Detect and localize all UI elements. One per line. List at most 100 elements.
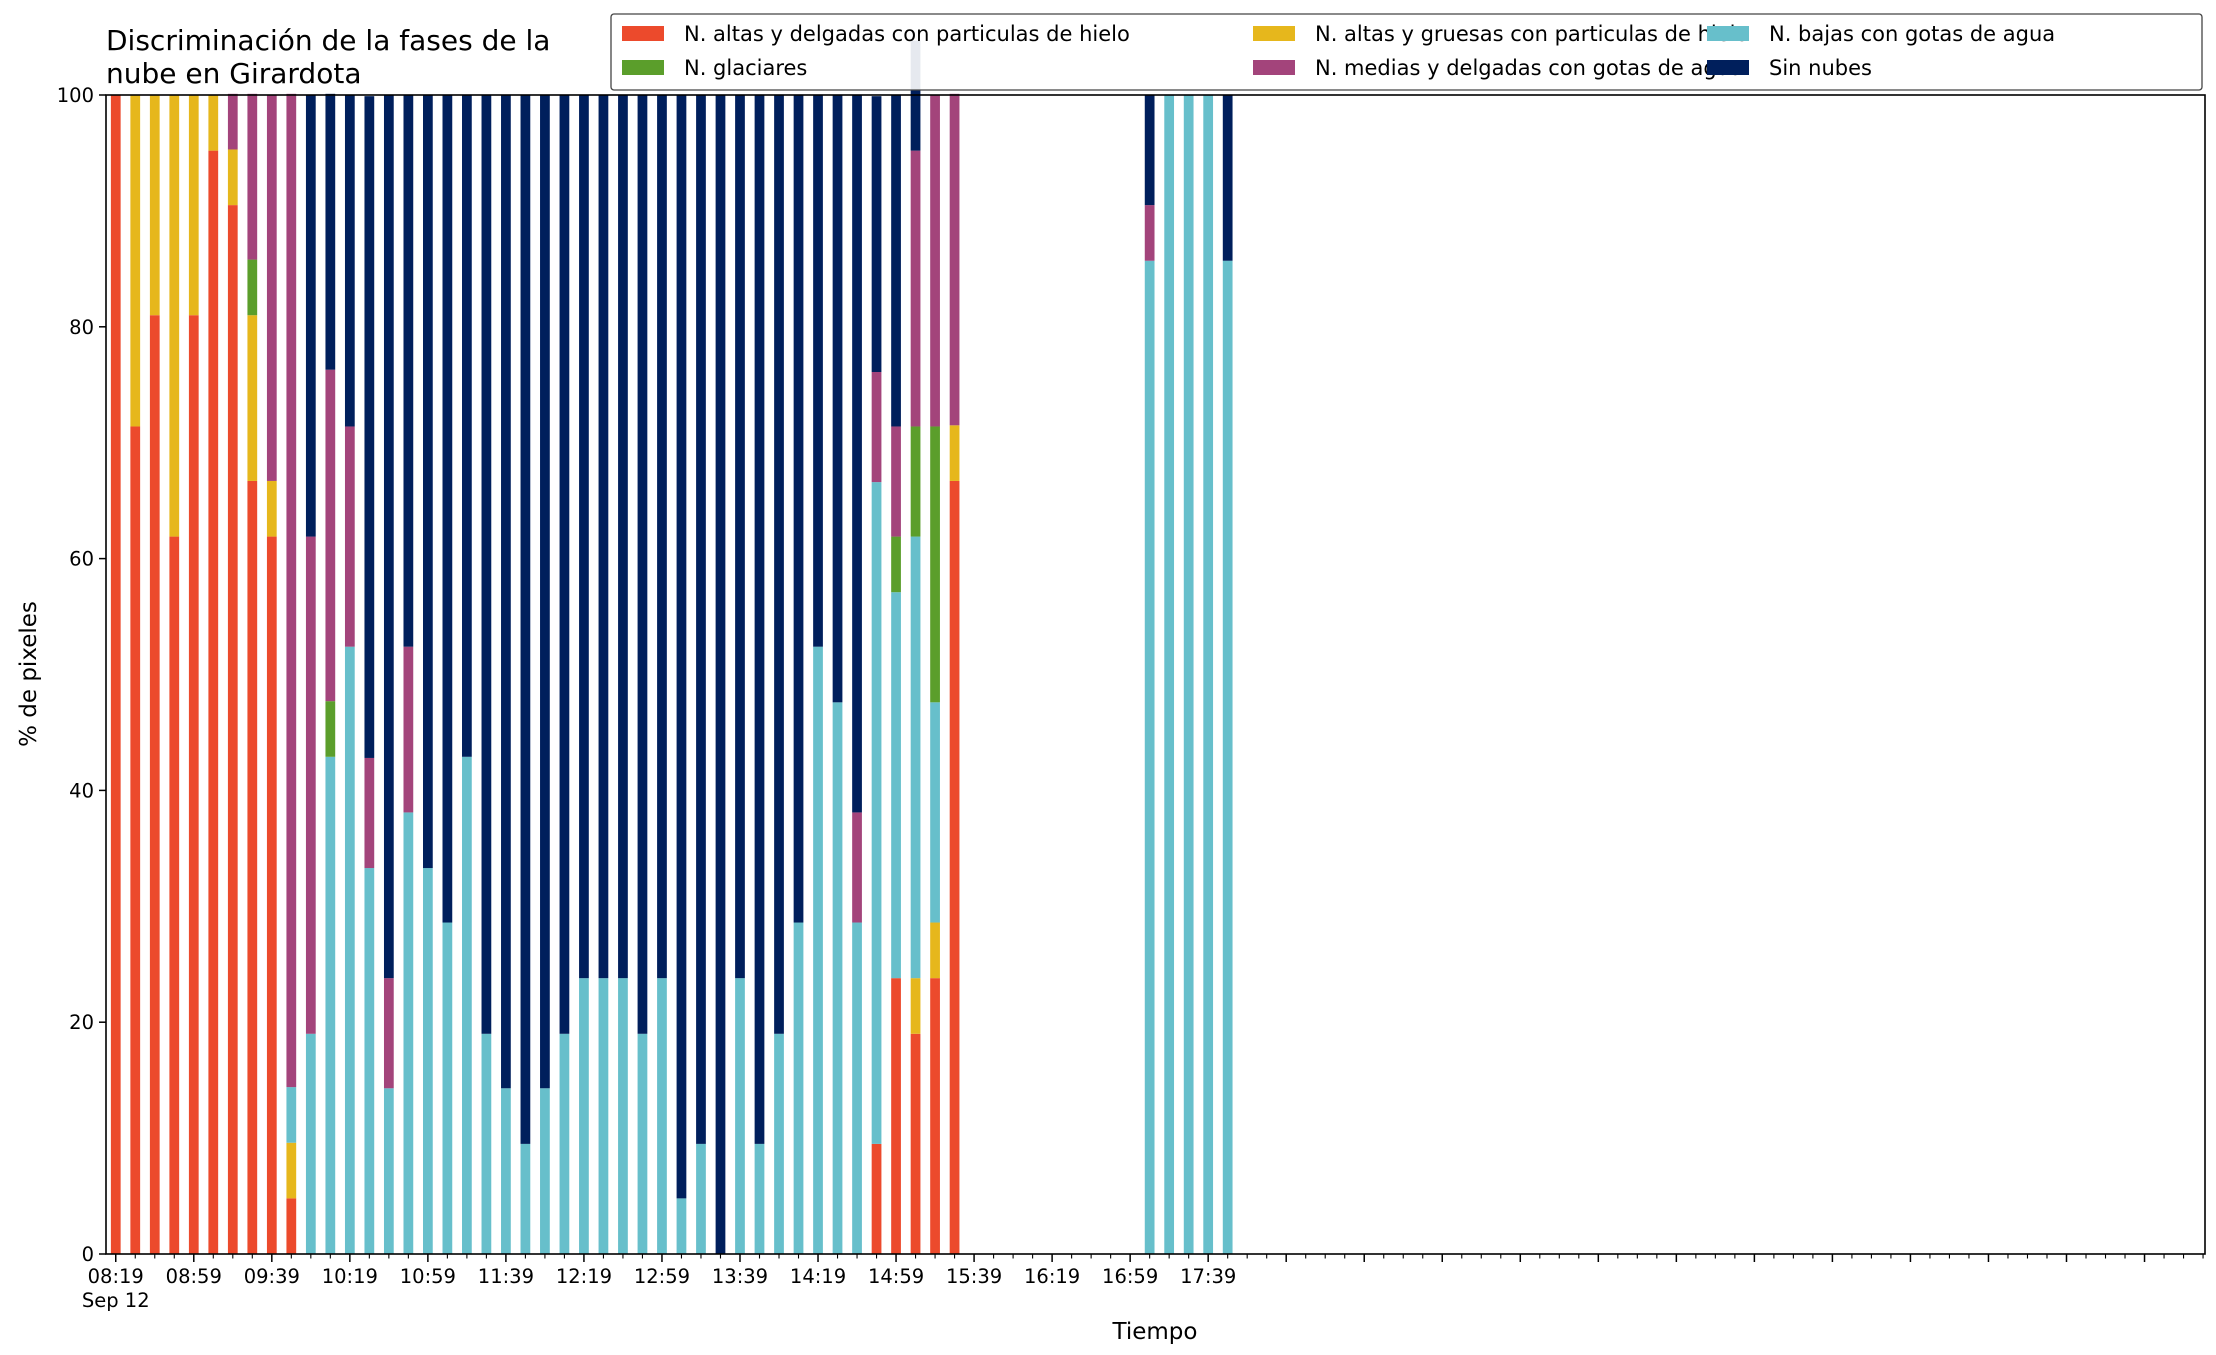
bar-segment-1519-series-1 <box>930 922 940 979</box>
bar-segment-0859-series-1 <box>188 95 199 316</box>
bar-segment-0939-series-0 <box>266 536 277 1254</box>
bar-segment-0939-series-4 <box>266 95 277 481</box>
bar-segment-1449-series-5 <box>871 96 882 372</box>
bar-segment-1039-series-4 <box>383 978 394 1089</box>
bar-segment-1709-series-2 <box>1144 260 1155 1254</box>
x-tick-label: 16:19 <box>1024 1265 1080 1288</box>
bar-segment-1459-series-2 <box>891 592 901 979</box>
bar-segment-1739-series-2 <box>1203 95 1214 1254</box>
plot-area: 0 20 40 60 80 100 08:19 08:59 09:39 10:19 10:59 11… <box>57 40 2206 1312</box>
legend-swatch <box>1253 26 1295 41</box>
bar-segment-1249-series-5 <box>637 95 648 1034</box>
bar-segment-0929-series-4 <box>247 93 258 260</box>
bar-segment-1319-series-2 <box>696 1143 706 1254</box>
bar-segment-1019-series-2 <box>344 646 355 1254</box>
x-tick-label: 11:39 <box>478 1265 534 1288</box>
bar-segment-1409-series-2 <box>793 922 804 1254</box>
bar-segment-1529-series-0 <box>949 480 960 1254</box>
x-tick-label: 12:59 <box>634 1265 690 1288</box>
bar-segment-0949-series-1 <box>286 1142 297 1199</box>
bar-segment-1159-series-5 <box>540 95 550 1089</box>
bar-segment-1159-series-2 <box>540 1088 550 1254</box>
bar-segment-0849-series-1 <box>169 95 180 537</box>
bar-segment-0919-series-1 <box>227 149 238 206</box>
bar-segment-1239-series-5 <box>618 95 628 979</box>
bar-segment-0929-series-1 <box>247 315 258 481</box>
legend-label: Sin nubes <box>1769 56 1872 80</box>
bar-segment-0959-series-4 <box>305 536 316 1034</box>
bar-segment-1149-series-5 <box>520 95 531 1144</box>
y-axis-label: % de pixeles <box>16 601 42 747</box>
bar-segment-1119-series-5 <box>462 95 472 757</box>
bar-segment-1419-series-2 <box>813 646 823 1254</box>
bar-segment-1059-series-2 <box>423 868 433 1254</box>
bar-segment-0919-series-0 <box>227 205 238 1255</box>
bar-segment-1139-series-2 <box>501 1088 511 1254</box>
bar-segment-1039-series-5 <box>383 95 394 979</box>
bar-segment-0929-series-3 <box>247 259 258 316</box>
x-tick-label: 09:39 <box>244 1265 300 1288</box>
x-axis: 08:19 08:59 09:39 10:19 10:59 11:39 12:19 12:59… <box>82 1254 2204 1312</box>
bar-segment-1109-series-5 <box>442 95 453 923</box>
bar-segment-1449-series-0 <box>871 1143 882 1254</box>
bar-segment-1429-series-5 <box>832 95 843 703</box>
bar-segment-0939-series-1 <box>266 480 277 537</box>
bar-segment-1509-series-1 <box>910 978 921 1034</box>
bar-segment-1459-series-4 <box>891 426 901 537</box>
bar-segment-1129-series-5 <box>481 95 492 1034</box>
x-axis-label: Tiempo <box>1112 1319 1198 1345</box>
legend-box <box>610 13 2203 91</box>
legend-label: N. glaciares <box>684 56 807 80</box>
bar-segment-1459-series-3 <box>891 536 901 593</box>
x-tick-label: 10:19 <box>322 1265 378 1288</box>
bar-segment-1209-series-2 <box>559 1033 570 1254</box>
legend-label: N. medias y delgadas con gotas de agua <box>1315 56 1743 80</box>
bar-segment-1509-series-3 <box>910 426 921 537</box>
y-tick-label: 40 <box>69 779 94 802</box>
chart-title-line-2: nube en Girardota <box>106 57 361 90</box>
bar-segment-1439-series-4 <box>852 812 862 923</box>
bar-segment-0959-series-5 <box>305 95 316 537</box>
bar-segment-1009-series-3 <box>325 701 336 757</box>
bar-segment-1729-series-2 <box>1183 95 1194 1254</box>
bar-segment-1709-series-4 <box>1144 205 1155 261</box>
bar-segment-1519-series-2 <box>930 702 940 923</box>
bar-segment-1349-series-2 <box>754 1143 765 1254</box>
bar-segment-0949-series-2 <box>286 1087 297 1143</box>
bar-segment-1109-series-2 <box>442 922 453 1254</box>
legend-swatch <box>1707 26 1749 41</box>
bar-segment-1509-series-2 <box>910 536 921 979</box>
bar-segment-1249-series-2 <box>637 1033 648 1254</box>
bar-segment-1259-series-2 <box>657 978 667 1254</box>
bar-segment-1749-series-5 <box>1222 95 1233 261</box>
bar-segment-1049-series-2 <box>403 812 414 1254</box>
y-tick-label: 80 <box>69 316 94 339</box>
x-tick-label: 15:39 <box>946 1265 1002 1288</box>
bar-segment-1309-series-5 <box>676 95 687 1199</box>
bar-segment-1519-series-4 <box>930 95 940 427</box>
bar-segment-1059-series-5 <box>423 95 433 869</box>
x-date-label: Sep 12 <box>82 1289 150 1312</box>
bar-segment-0909-series-1 <box>208 95 219 151</box>
bar-segment-0959-series-2 <box>305 1033 316 1254</box>
bar-segment-1319-series-5 <box>696 95 706 1144</box>
bar-segment-1509-series-4 <box>910 150 921 427</box>
bar-segment-1749-series-2 <box>1222 260 1233 1254</box>
bar-segment-0839-series-0 <box>149 315 160 1255</box>
bar-segment-0949-series-0 <box>286 1198 297 1254</box>
bar-segment-1049-series-4 <box>403 646 414 813</box>
bar-segment-1709-series-5 <box>1144 95 1155 206</box>
x-tick-label: 08:59 <box>166 1265 222 1288</box>
legend-label: N. altas y delgadas con particulas de hi… <box>684 22 1130 46</box>
bar-segment-1349-series-5 <box>754 95 765 1144</box>
legend-swatch <box>622 26 664 41</box>
bar-segment-1309-series-2 <box>676 1198 687 1254</box>
bar-segment-1219-series-5 <box>579 95 589 979</box>
bar-segment-1239-series-2 <box>618 978 628 1254</box>
bar-segment-1439-series-2 <box>852 922 862 1254</box>
bar-segment-1439-series-5 <box>852 95 862 813</box>
bar-segment-1029-series-2 <box>364 868 375 1254</box>
bar-segment-1039-series-2 <box>383 1088 394 1254</box>
bar-segment-0919-series-4 <box>227 93 238 150</box>
